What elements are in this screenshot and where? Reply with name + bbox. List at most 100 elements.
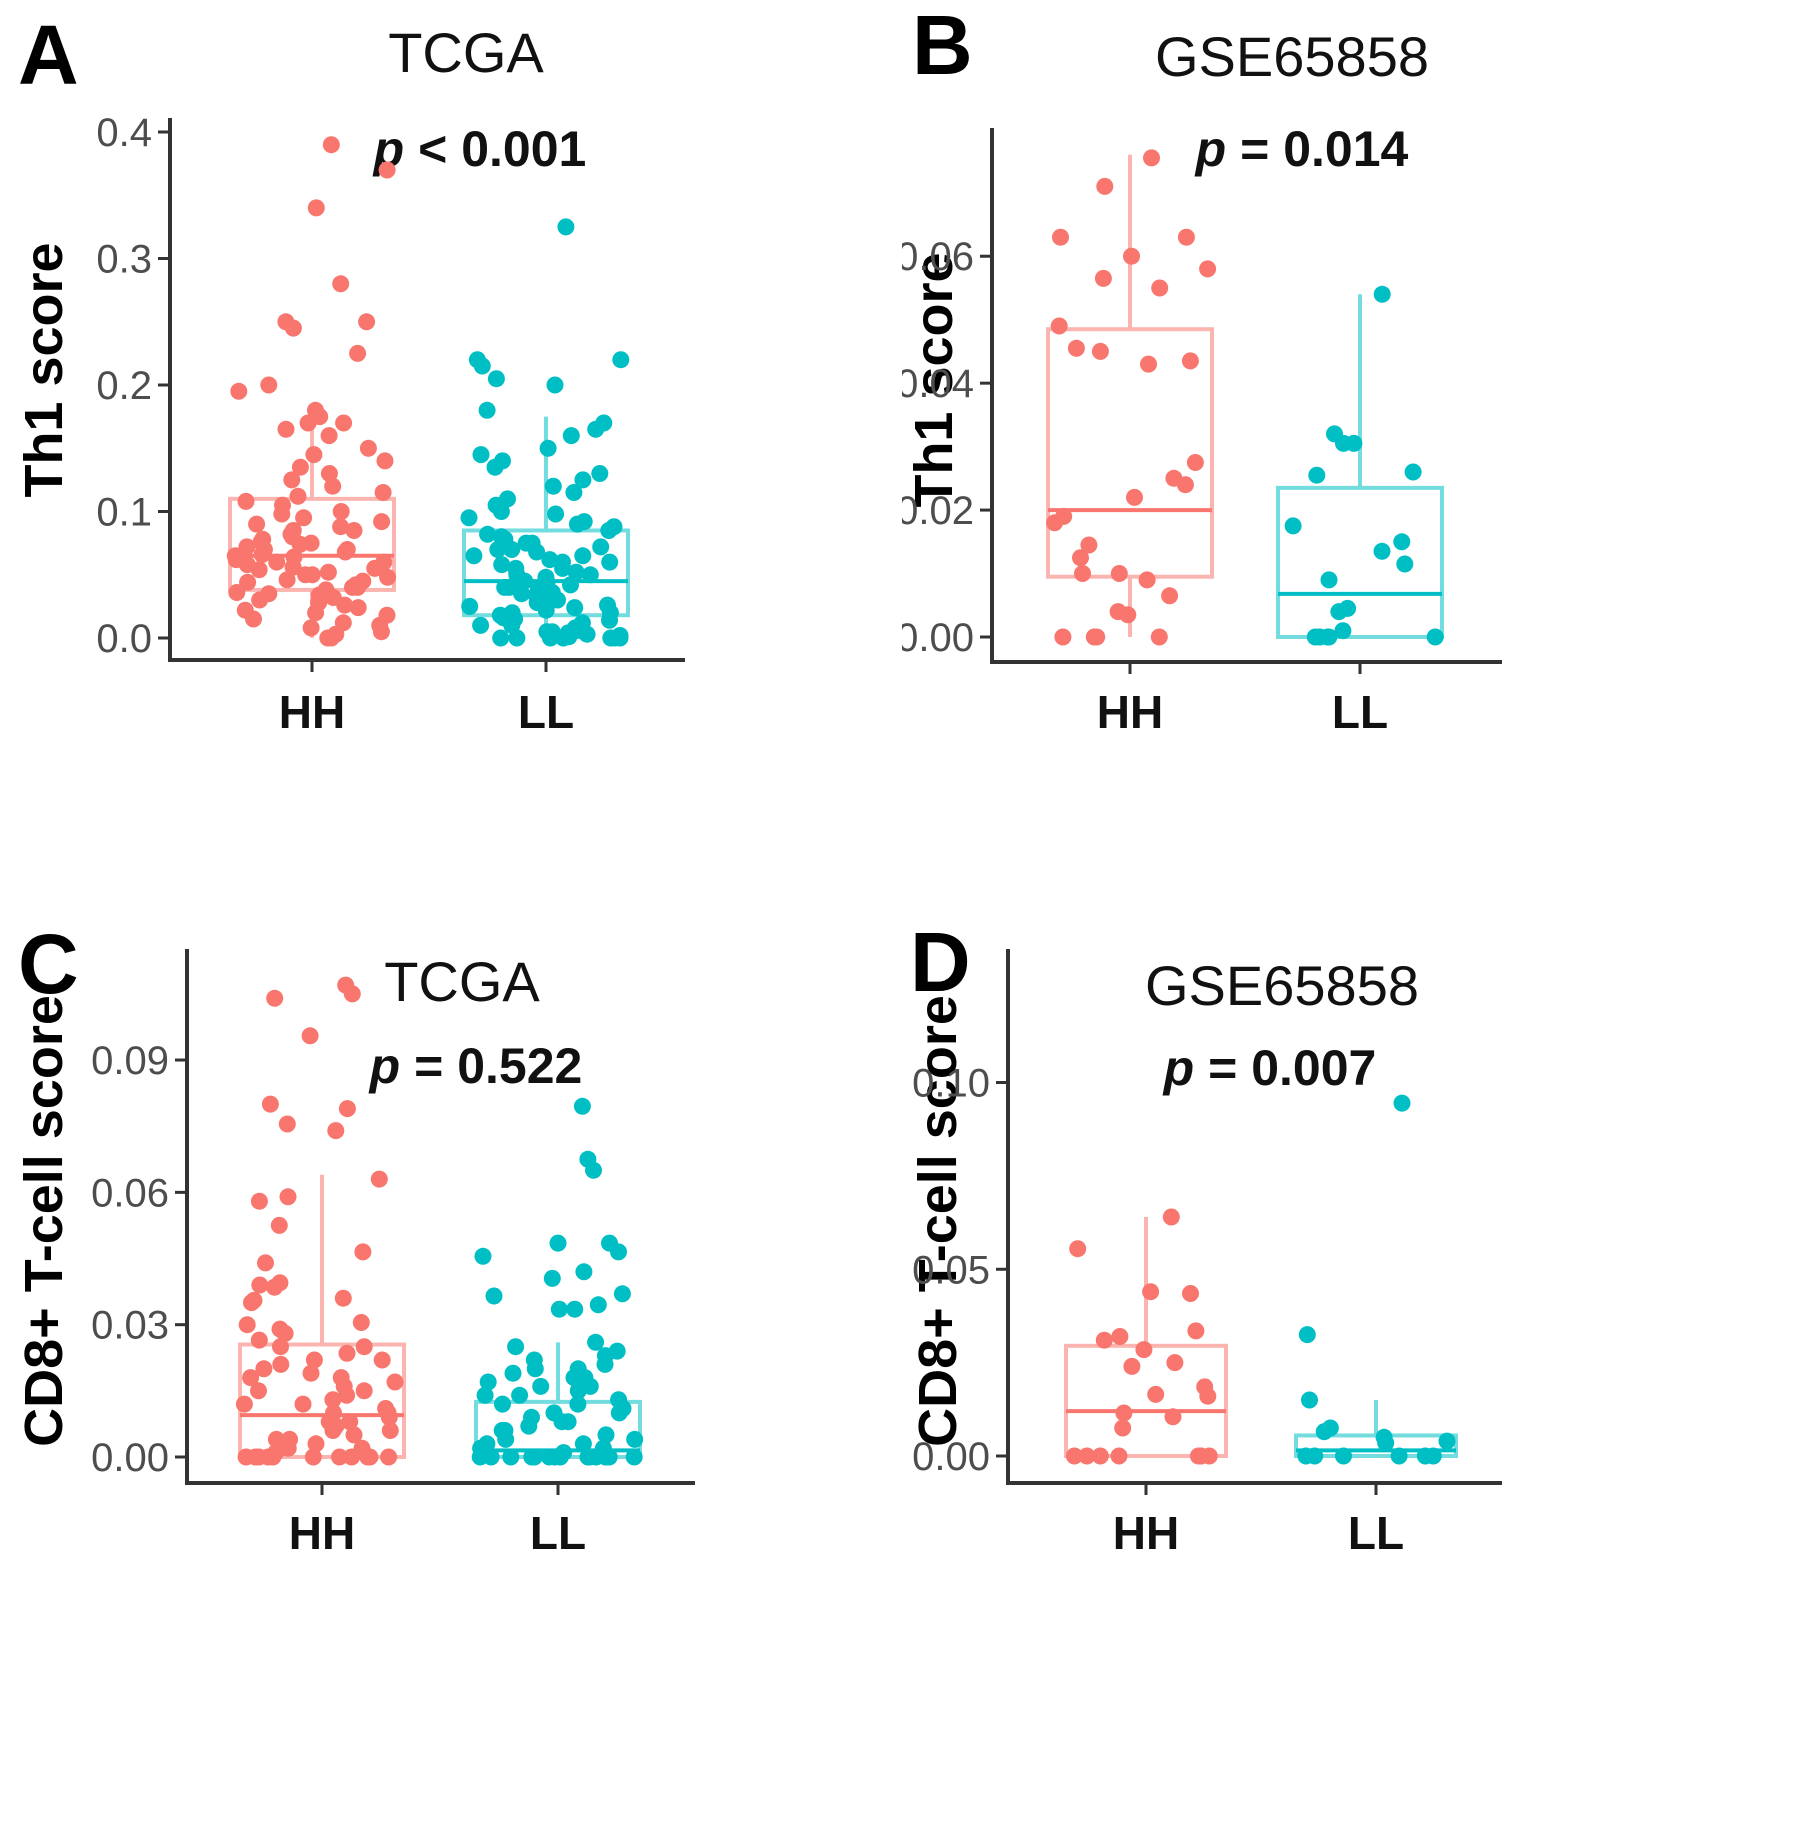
data-point [544,477,562,495]
data-point [474,1247,492,1265]
data-point [1065,1447,1083,1465]
data-point [472,616,490,634]
data-point [358,313,376,331]
data-point [378,161,396,179]
series-hh [235,976,406,1466]
data-point [1067,339,1085,357]
data-point [585,1161,602,1179]
data-point [302,619,320,637]
y-tick-label: 0.06 [902,235,974,279]
y-tick-label: 0.1 [96,491,152,535]
data-point [1054,628,1072,646]
data-point [341,1413,359,1431]
data-point [1114,1419,1132,1437]
data-point [295,509,313,527]
data-point [305,446,323,464]
data-point [581,1448,598,1466]
data-point [465,547,483,565]
data-point [226,547,244,565]
data-point [487,370,505,388]
data-point [266,989,284,1007]
panel-letter: A [18,8,79,102]
data-point [301,1027,319,1045]
y-tick-label: 0.0 [96,617,152,661]
series-hh [1064,1208,1228,1465]
data-point [331,1448,348,1466]
data-point [557,218,575,236]
data-point [359,439,377,457]
y-axis-label: CD8+ T-cell score [14,995,74,1447]
data-point [1396,555,1414,573]
series-hh [1046,149,1217,646]
data-point [324,477,342,495]
data-point [354,1243,372,1261]
data-point [460,509,478,527]
data-point [1404,463,1422,481]
data-point [302,1364,320,1382]
data-point [338,1344,356,1362]
data-point [1150,628,1168,646]
data-point [320,427,338,445]
data-point [626,1430,644,1448]
data-point [591,465,609,482]
data-point [1330,603,1348,621]
data-point [250,1331,268,1349]
y-tick-label: 0.06 [91,1171,169,1215]
data-point [545,1404,563,1422]
data-point [1161,587,1179,605]
data-point [279,1188,297,1206]
data-point [319,563,337,581]
box [228,496,396,592]
chart-title: TCGA [388,21,544,84]
data-point [370,1170,388,1188]
data-point [320,465,338,482]
data-point [1080,536,1098,554]
data-point [1298,1326,1316,1344]
data-point [1094,269,1112,287]
data-point [1334,622,1352,640]
data-point [1069,1240,1087,1258]
data-point [496,578,514,596]
data-point [496,1422,514,1439]
data-point [479,1373,497,1391]
data-point [239,573,257,591]
data-point [334,1289,352,1307]
data-point [1162,1208,1180,1226]
data-point [1142,1283,1160,1301]
data-point [502,1448,520,1466]
data-point [238,1316,256,1334]
x-tick-label: HH [289,1507,355,1559]
data-point [250,1192,268,1210]
data-point [322,136,340,154]
data-point [1078,1447,1096,1465]
data-point [1181,352,1199,370]
y-tick-label: 0.3 [96,238,152,282]
data-point [1046,514,1064,532]
data-point [1052,228,1069,246]
data-point [1147,1385,1165,1403]
data-point [539,439,557,457]
data-point [1199,1387,1217,1405]
data-point [284,319,302,337]
data-point [569,1395,587,1413]
series-ll [1294,1094,1458,1465]
data-point [1182,1285,1199,1302]
data-point [1135,1341,1153,1359]
data-point [597,1448,615,1466]
data-point [273,505,291,523]
data-point [526,1360,544,1378]
y-axis-label: CD8+ T-cell score [908,995,968,1447]
data-point [1426,628,1444,646]
data-point [1301,1391,1318,1409]
data-point [245,610,262,628]
data-point [250,1382,267,1400]
data-point [1320,628,1338,646]
data-point [567,563,585,581]
data-point [506,610,524,628]
panel-b: B GSE65858 p = 0.014 Th1 score 0.00 0.02 0.04 0… [902,0,1804,921]
data-point [355,1382,373,1400]
data-point [386,1373,404,1391]
x-tick-label: HH [279,686,345,738]
data-point [549,1234,567,1252]
p-value-text: = 0.007 [1194,1040,1376,1096]
